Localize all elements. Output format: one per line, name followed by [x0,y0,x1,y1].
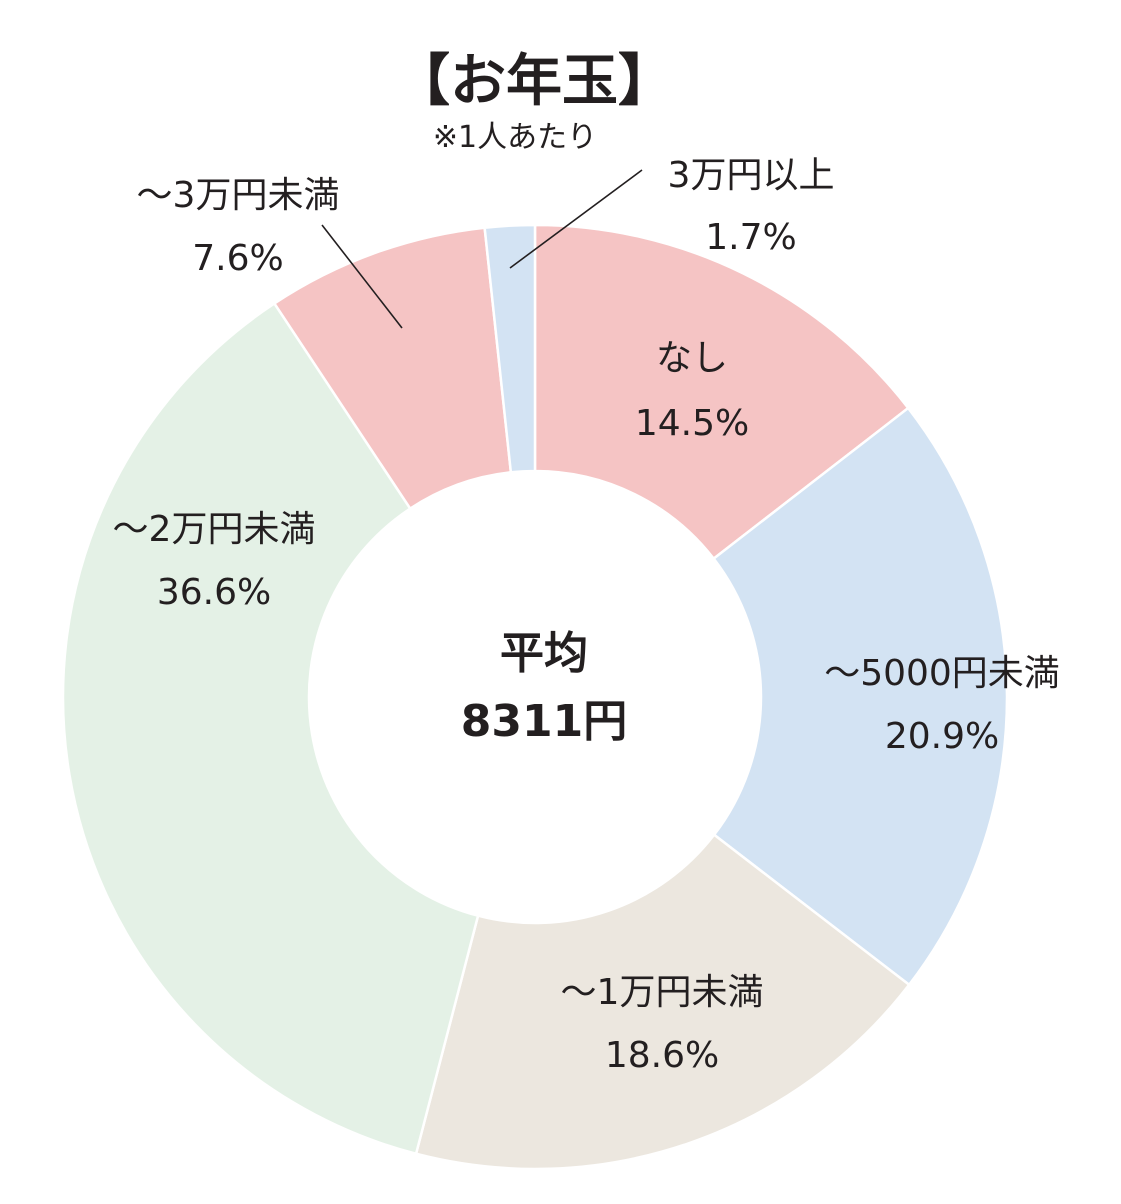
slice-under10000 [414,833,911,1171]
slices-layer [61,223,1009,1171]
labels-layer: なし 14.5% ～5000円未満 20.9% ～1万円未満 18.6% ～2万円未満 36.… [113,155,1060,1076]
slice-value-under20000: 36.6% [157,572,271,613]
callout-line-over30000 [509,169,643,269]
slice-value-under10000: 18.6% [605,1035,719,1076]
slice-value-under30000: 7.6% [192,238,283,279]
chart-subtitle: ※1人あたり [433,120,597,155]
slice-over30000 [483,223,537,474]
slice-under20000 [61,301,480,1156]
slice-value-under5000: 20.9% [885,716,999,757]
callouts-layer [321,169,643,329]
chart-title: 【お年玉】 [394,49,674,114]
slice-label-none: なし [656,338,728,379]
slice-label-under10000: ～1万円未満 [561,972,764,1013]
slice-label-over30000: 3万円以上 [668,155,835,196]
slice-label-under20000: ～2万円未満 [113,509,316,550]
callout-line-under30000 [321,224,403,329]
slice-none [533,223,910,561]
slice-value-none: 14.5% [635,403,749,444]
slice-value-over30000: 1.7% [705,217,796,258]
slice-label-under30000: ～3万円未満 [137,175,340,216]
slice-under5000 [711,406,1009,987]
center-label-amount: 8311円 [461,696,627,747]
center-label-average: 平均 [500,628,588,679]
slice-label-under5000: ～5000円未満 [824,653,1060,694]
